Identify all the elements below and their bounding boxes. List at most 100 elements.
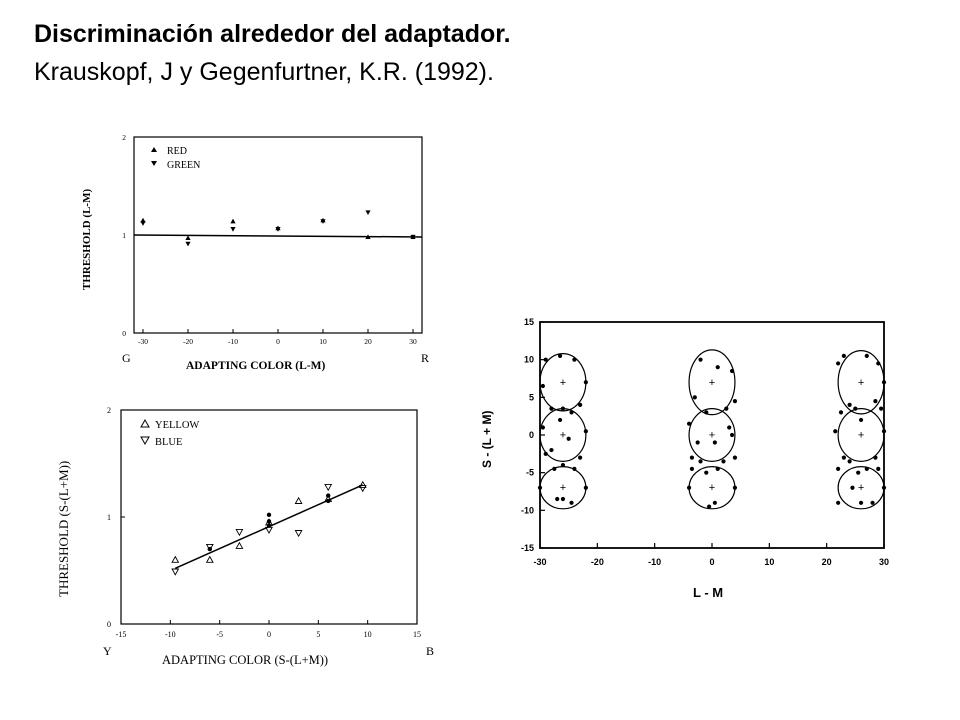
chart-s-point-blue [294,530,303,538]
chart-s-point-dot [326,493,331,498]
chart-s-legend: YELLOW BLUE [140,418,199,448]
chart-s-xtick-label: 10 [364,630,372,639]
chart-s-point-dot [266,512,272,518]
chart-s-xtick-label: 15 [413,630,421,639]
chart-e-adapting-point: + [560,430,566,442]
legend-yellow-label: YELLOW [155,420,199,431]
chart-e-threshold-point [858,500,864,505]
legend-blue-label: BLUE [155,437,182,448]
chart-s-ylabel: THRESHOLD (S-(L+M)) [56,461,71,597]
chart-e-threshold-point [836,466,841,471]
chart-s-xtick-label: 5 [316,630,320,639]
chart-e-threshold-point [881,429,887,434]
chart-e-adapting-point: + [709,482,715,494]
chart-lm-point-green [275,227,281,232]
chart-e-adapting-point: + [858,377,864,389]
chart-e-threshold-point [856,470,861,475]
chart-e-ytick-label: -5 [526,468,534,478]
chart-ellipses: + + + + + + + + + -30 -20 -10 0 10 20 30 -15 -10 -5 0 5 10 1… [480,317,889,600]
chart-s-point-blue [324,484,333,492]
chart-e-threshold-point [540,425,545,430]
chart-e-threshold-point [543,357,548,362]
chart-threshold-s: -15 -10 -5 0 5 10 15 0 1 2 YELLOW BLUE THRESHOLD… [56,406,434,667]
chart-s-xtick-label: 0 [267,630,271,639]
chart-lm-point-green [365,210,371,216]
chart-lm-point-red [230,218,236,224]
chart-lm-ytick-label: 0 [122,329,126,338]
chart-e-threshold-point [704,470,709,475]
chart-e-threshold-point [729,432,735,438]
chart-s-point-blue [265,526,273,534]
chart-s-xtick-label: -10 [165,630,176,639]
chart-e-threshold-point [578,402,583,407]
chart-e-threshold-point [572,357,577,362]
chart-e-threshold-point [552,466,557,471]
chart-e-threshold-point [583,380,588,385]
chart-lm-xtick-label: -20 [183,337,193,346]
chart-s-point-yellow [205,555,214,563]
chart-e-threshold-point [715,365,720,370]
chart-e-xtick-label: -30 [533,557,546,567]
chart-e-threshold-point [569,500,574,505]
chart-e-threshold-point [537,485,543,490]
chart-lm-ytick-label: 1 [122,231,126,240]
chart-e-threshold-point [715,466,720,471]
chart-lm-point-green [410,234,416,240]
chart-e-threshold-point [707,504,712,509]
chart-s-xtick-label: -5 [216,630,223,639]
legend-red-label: RED [167,146,187,157]
slide-subtitle: Krauskopf, J y Gegenfurtner, K.R. (1992)… [34,58,494,86]
chart-e-threshold-point [712,440,717,445]
chart-lm-xtick-label: 10 [319,337,327,346]
chart-lm-end-right: R [421,351,429,365]
chart-e-threshold-point [876,466,881,471]
legend-red-marker [151,147,157,152]
chart-e-adapting-point: + [560,377,566,389]
chart-e-threshold-point [566,436,571,441]
chart-e-xtick-label: -20 [591,557,604,567]
chart-lm-xtick-label: 0 [276,337,280,346]
chart-s-point-blue [205,543,214,552]
chart-lm-point-red [185,235,191,241]
chart-e-threshold-point [698,357,703,362]
chart-e-threshold-point [569,410,574,415]
chart-e-ytick-label: 15 [524,317,534,327]
chart-e-ellipse [688,349,736,416]
chart-s-point-yellow [294,496,303,504]
chart-e-threshold-point [689,466,695,471]
chart-e-ellipse [837,408,885,462]
chart-lm-point-green [140,221,146,226]
chart-e-threshold-point [729,368,735,374]
chart-e-threshold-point [540,383,545,389]
chart-s-xtick-label: -15 [116,630,127,639]
chart-s-ytick-label: 2 [107,406,111,415]
legend-green-label: GREEN [167,160,200,171]
chart-e-threshold-point [560,463,566,468]
chart-e-threshold-point [727,425,732,430]
chart-lm-fit-line [133,234,423,238]
chart-s-ytick-label: 1 [107,513,111,522]
chart-e-xtick-label: 0 [709,557,714,567]
chart-lm-xtick-label: -30 [138,337,148,346]
chart-e-threshold-point [560,496,566,502]
chart-e-threshold-point [864,353,869,358]
chart-s-point-dot [266,519,272,524]
chart-e-threshold-point [850,485,855,490]
chart-e-ytick-label: -10 [521,505,534,515]
chart-s-end-left: Y [103,644,112,658]
chart-s-point-yellow [171,555,180,563]
chart-e-adapting-point: + [560,482,566,494]
chart-e-threshold-point [836,361,841,366]
chart-lm-ytick-label: 2 [122,133,126,142]
chart-e-threshold-point [572,466,577,471]
chart-e-threshold-point [721,459,726,464]
chart-e-threshold-point [695,440,700,445]
chart-e-threshold-point [881,485,887,490]
legend-green-marker [151,161,157,166]
chart-e-threshold-point [858,417,864,423]
chart-e-xtick-label: -10 [648,557,661,567]
chart-lm-xtick-label: 20 [364,337,372,346]
chart-lm-point-red [365,234,371,240]
chart-e-adapting-point: + [858,482,864,494]
chart-e-xtick-label: 30 [879,557,889,567]
